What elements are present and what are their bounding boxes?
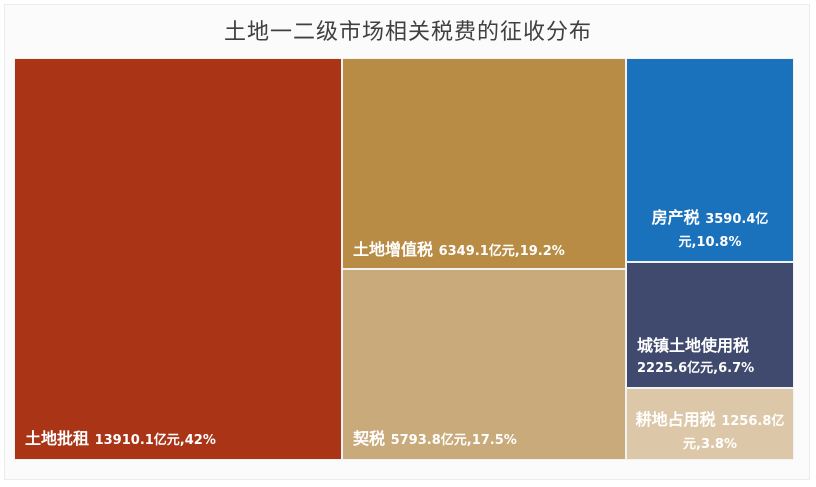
tile-deed-tax-label: 契税 5793.8亿元,17.5%: [353, 428, 517, 451]
tile-land-appreciation-tax-value: 6349.1亿元,19.2%: [438, 244, 565, 259]
tile-farmland-occupation-tax: 耕地占用税 1256.8亿元,3.8%: [626, 388, 794, 460]
tile-urban-land-use-tax-value: 2225.6亿元,6.7%: [637, 361, 755, 376]
tile-land-lease-label: 土地批租 13910.1亿元,42%: [25, 428, 216, 451]
tile-deed-tax-name: 契税: [353, 429, 386, 448]
tile-farmland-occupation-tax-value: 1256.8亿元,3.8%: [683, 414, 785, 452]
chart-title: 土地一二级市场相关税费的征收分布: [223, 20, 592, 45]
tile-property-tax-label: 房产税 3590.4亿元,10.8%: [635, 207, 785, 253]
tile-deed-tax: 契税 5793.8亿元,17.5%: [342, 269, 626, 460]
tile-farmland-occupation-tax-name: 耕地占用税: [635, 410, 716, 429]
tile-urban-land-use-tax-label: 城镇土地使用税 2225.6亿元,6.7%: [637, 335, 787, 379]
tile-land-appreciation-tax-label: 土地增值税 6349.1亿元,19.2%: [353, 239, 565, 262]
tile-property-tax-value: 3590.4亿元,10.8%: [678, 212, 769, 250]
tile-property-tax-name: 房产税: [651, 208, 700, 227]
tile-farmland-occupation-tax-label: 耕地占用税 1256.8亿元,3.8%: [633, 409, 787, 455]
tile-land-appreciation-tax: 土地增值税 6349.1亿元,19.2%: [342, 58, 626, 269]
tile-deed-tax-value: 5793.8亿元,17.5%: [390, 433, 517, 448]
tile-land-lease-value: 13910.1亿元,42%: [94, 433, 216, 448]
treemap: 土地批租 13910.1亿元,42% 土地增值税 6349.1亿元,19.2% …: [14, 58, 794, 460]
tile-land-appreciation-tax-name: 土地增值税: [353, 240, 434, 259]
tile-urban-land-use-tax-name: 城镇土地使用税: [637, 336, 750, 355]
tile-land-lease-name: 土地批租: [25, 429, 90, 448]
tile-property-tax: 房产税 3590.4亿元,10.8%: [626, 58, 794, 262]
tile-land-lease: 土地批租 13910.1亿元,42%: [14, 58, 342, 460]
tile-urban-land-use-tax: 城镇土地使用税 2225.6亿元,6.7%: [626, 262, 794, 388]
